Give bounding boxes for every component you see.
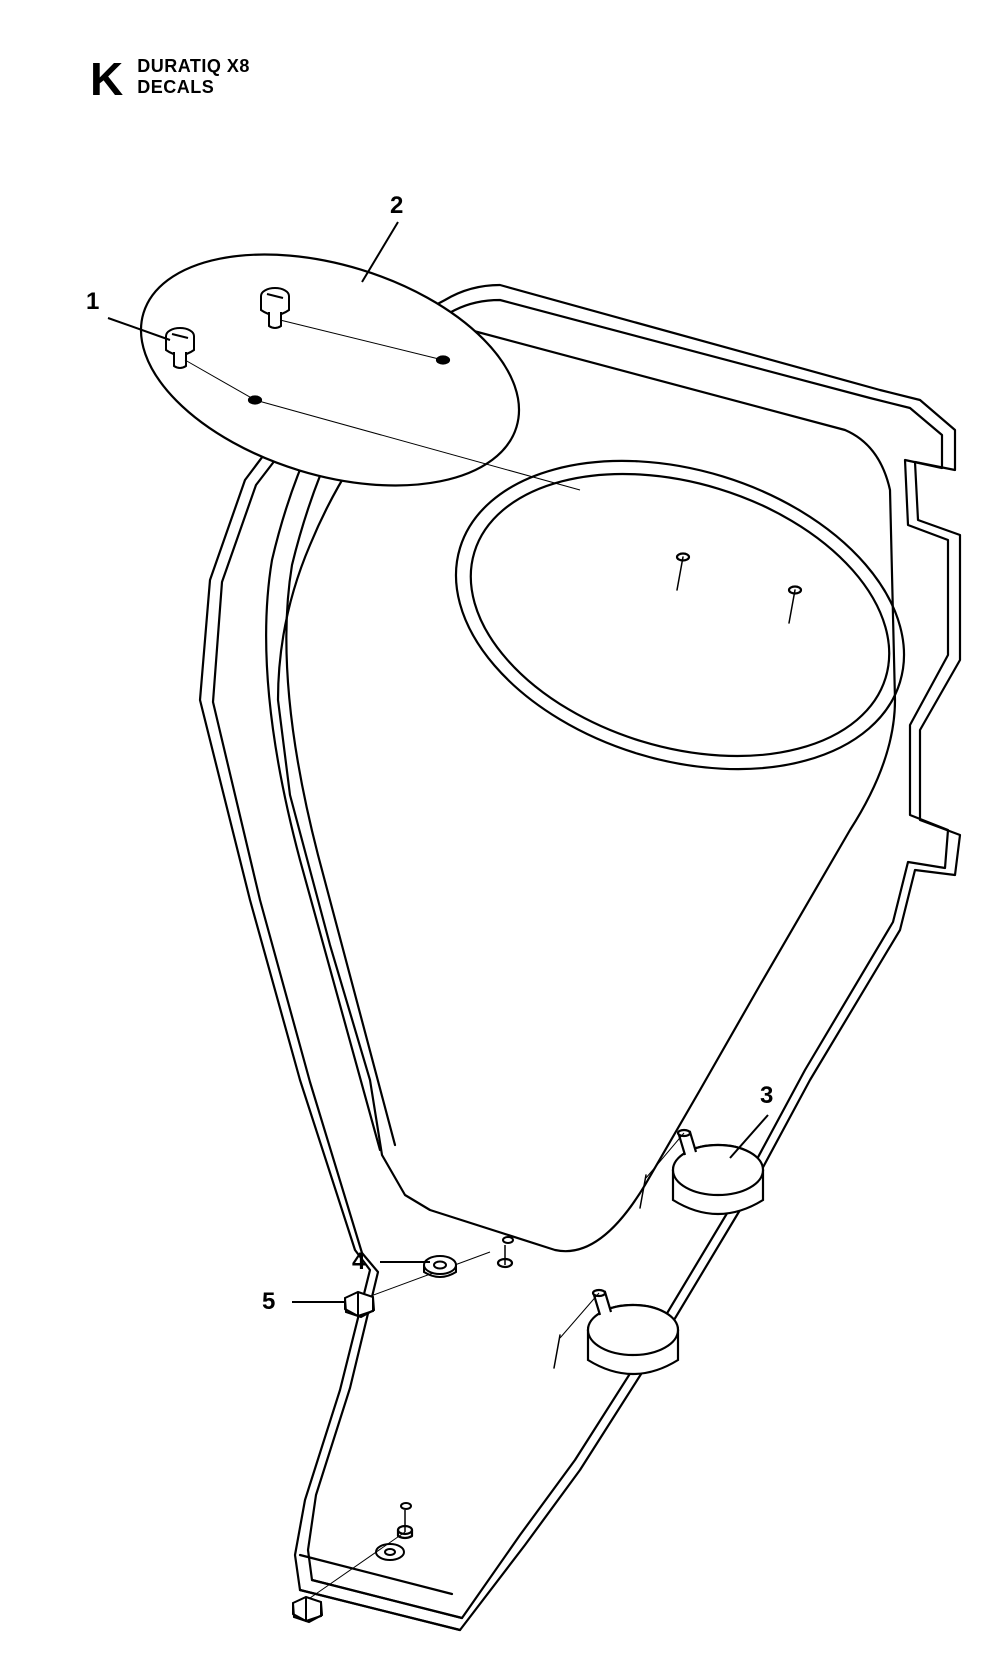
page: K DURATIQ X8 DECALS <box>0 0 1000 1675</box>
callout-5: 5 <box>262 1288 275 1316</box>
callout-1: 1 <box>86 288 99 316</box>
exploded-diagram <box>0 0 1000 1675</box>
callout-4: 4 <box>352 1248 365 1276</box>
callout-3: 3 <box>760 1082 773 1110</box>
callout-2: 2 <box>390 192 403 220</box>
main-panel <box>200 285 960 1630</box>
